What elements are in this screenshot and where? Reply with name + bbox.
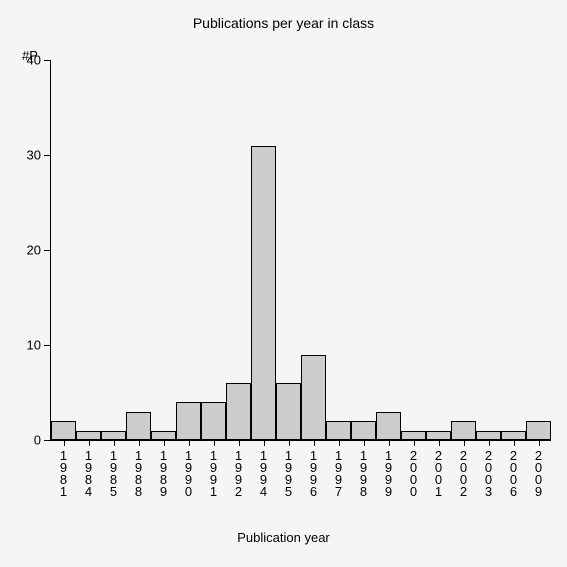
- ytick-label: 30: [27, 148, 41, 163]
- bar: [351, 421, 376, 440]
- xtick-label: 1985: [106, 448, 121, 496]
- plot-area: 0102030401981198419851988198919901991199…: [50, 60, 551, 441]
- xtick-label: 1994: [256, 448, 271, 496]
- xtick-label: 1996: [306, 448, 321, 496]
- ytick-label: 10: [27, 338, 41, 353]
- xtick: [114, 440, 115, 446]
- bar: [501, 431, 526, 441]
- xtick-label: 1981: [56, 448, 71, 496]
- xaxis-label: Publication year: [0, 530, 567, 545]
- xtick: [89, 440, 90, 446]
- ytick: [44, 155, 51, 156]
- xtick: [389, 440, 390, 446]
- chart-title: Publications per year in class: [0, 15, 567, 31]
- xtick: [314, 440, 315, 446]
- xtick: [539, 440, 540, 446]
- ytick: [44, 345, 51, 346]
- xtick-label: 2001: [431, 448, 446, 496]
- xtick: [239, 440, 240, 446]
- xtick-label: 1991: [206, 448, 221, 496]
- ytick: [44, 60, 51, 61]
- xtick: [514, 440, 515, 446]
- bar: [326, 421, 351, 440]
- bar: [176, 402, 201, 440]
- xtick: [214, 440, 215, 446]
- bar: [126, 412, 151, 441]
- bar: [101, 431, 126, 441]
- xtick-label: 1998: [356, 448, 371, 496]
- xtick: [289, 440, 290, 446]
- xtick: [139, 440, 140, 446]
- xtick: [489, 440, 490, 446]
- xtick-label: 1990: [181, 448, 196, 496]
- xtick: [364, 440, 365, 446]
- xtick-label: 1989: [156, 448, 171, 496]
- xtick-label: 1992: [231, 448, 246, 496]
- xtick: [464, 440, 465, 446]
- xtick-label: 1997: [331, 448, 346, 496]
- bar: [76, 431, 101, 441]
- bar: [301, 355, 326, 441]
- bar: [426, 431, 451, 441]
- bar: [226, 383, 251, 440]
- bar: [376, 412, 401, 441]
- xtick-label: 2003: [481, 448, 496, 496]
- xtick-label: 2009: [531, 448, 546, 496]
- xtick: [64, 440, 65, 446]
- ytick-label: 20: [27, 243, 41, 258]
- xtick: [164, 440, 165, 446]
- xtick-label: 1984: [81, 448, 96, 496]
- xtick-label: 2002: [456, 448, 471, 496]
- bar: [401, 431, 426, 441]
- ytick: [44, 440, 51, 441]
- xtick-label: 2006: [506, 448, 521, 496]
- xtick: [339, 440, 340, 446]
- xtick-label: 1988: [131, 448, 146, 496]
- xtick: [414, 440, 415, 446]
- ytick-label: 40: [27, 53, 41, 68]
- bar: [251, 146, 276, 441]
- bar: [451, 421, 476, 440]
- bar: [51, 421, 76, 440]
- bar: [201, 402, 226, 440]
- ytick: [44, 250, 51, 251]
- xtick-label: 1999: [381, 448, 396, 496]
- xtick-label: 1995: [281, 448, 296, 496]
- xtick: [439, 440, 440, 446]
- chart-container: Publications per year in class #P 010203…: [0, 0, 567, 567]
- bar: [151, 431, 176, 441]
- xtick: [264, 440, 265, 446]
- xtick: [189, 440, 190, 446]
- xtick-label: 2000: [406, 448, 421, 496]
- bar: [476, 431, 501, 441]
- bar: [276, 383, 301, 440]
- bar: [526, 421, 551, 440]
- ytick-label: 0: [34, 433, 41, 448]
